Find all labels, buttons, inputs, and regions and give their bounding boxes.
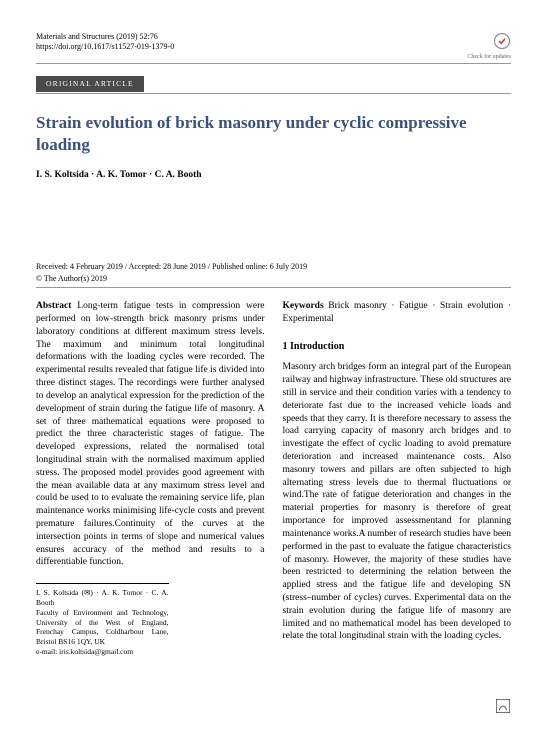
authors-line: I. S. Koltsida · A. K. Tomor · C. A. Boo…: [36, 169, 511, 182]
journal-info: Materials and Structures (2019) 52:76 ht…: [36, 32, 174, 53]
article-title: Strain evolution of brick masonry under …: [36, 112, 511, 155]
abstract-paragraph: Abstract Long-term fatigue tests in comp…: [36, 300, 265, 569]
keywords-label: Keywords: [283, 301, 324, 311]
springer-icon: [495, 698, 511, 714]
copyright-line: © The Author(s) 2019: [36, 274, 511, 285]
abstract-text: Long-term fatigue tests in compression w…: [36, 301, 265, 567]
right-column: Keywords Brick masonry · Fatigue · Strai…: [283, 300, 512, 656]
rule: [36, 93, 511, 94]
publisher-logo: [495, 698, 511, 717]
article-dates: Received: 4 February 2019 / Accepted: 28…: [36, 262, 511, 273]
section-heading-introduction: 1 Introduction: [283, 340, 512, 354]
introduction-text: Masonry arch bridges form an integral pa…: [283, 361, 512, 643]
affil-dept: Faculty of Environment and Technology, U…: [36, 608, 169, 647]
rule: [36, 63, 511, 64]
journal-citation: Materials and Structures (2019) 52:76: [36, 32, 174, 42]
abstract-label: Abstract: [36, 301, 71, 311]
check-updates-badge[interactable]: Check for updates: [467, 32, 511, 61]
author-affiliation-block: I. S. Koltsida (✉) · A. K. Tomor · C. A.…: [36, 583, 169, 656]
affil-email: e-mail: iris.koltsida@gmail.com: [36, 647, 169, 657]
doi: https://doi.org/10.1617/s11527-019-1379-…: [36, 42, 174, 52]
two-column-body: Abstract Long-term fatigue tests in comp…: [36, 300, 511, 656]
rule: [36, 287, 511, 288]
check-updates-label: Check for updates: [467, 53, 511, 61]
keywords-paragraph: Keywords Brick masonry · Fatigue · Strai…: [283, 300, 512, 326]
affil-authors: I. S. Koltsida (✉) · A. K. Tomor · C. A.…: [36, 588, 169, 608]
article-type-badge: ORIGINAL ARTICLE: [36, 76, 144, 92]
left-column: Abstract Long-term fatigue tests in comp…: [36, 300, 265, 656]
crossmark-icon: [493, 32, 511, 50]
page-header: Materials and Structures (2019) 52:76 ht…: [36, 32, 511, 61]
